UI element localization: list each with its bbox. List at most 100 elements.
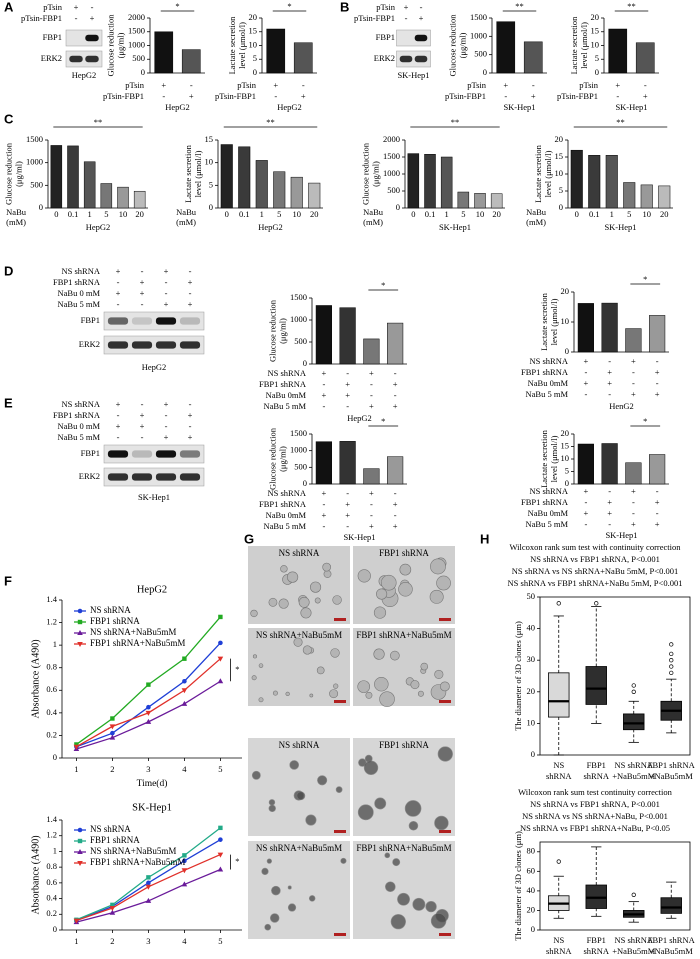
y-tick-label: 20 bbox=[527, 904, 536, 914]
y-tick-label: 20 bbox=[561, 286, 570, 296]
micrograph-label: FBP1 shRNA bbox=[379, 548, 429, 558]
y-tick-label: 0.6 bbox=[46, 877, 57, 887]
chart-title: NS shRNA vs FBP1 shRNA, P<0.001 bbox=[530, 799, 660, 809]
box bbox=[623, 713, 645, 731]
condition-sign: + bbox=[655, 367, 660, 377]
cell-cluster bbox=[280, 565, 288, 573]
cell-cluster bbox=[434, 669, 444, 679]
condition-sign: + bbox=[631, 519, 636, 529]
cell-cluster bbox=[251, 675, 257, 681]
condition-label: NS shRNA bbox=[530, 356, 569, 366]
panel-letter: C bbox=[4, 111, 14, 126]
condition-sign: + bbox=[393, 401, 398, 411]
blot-sign: - bbox=[117, 277, 120, 287]
micrograph-label: NS shRNA bbox=[279, 740, 320, 750]
scale-bar bbox=[439, 700, 451, 703]
chart-title: NS shRNA vs FBP1 shRNA+NaBu 5mM, P<0.001 bbox=[508, 578, 683, 588]
blot-sign: + bbox=[164, 299, 169, 309]
legend-marker bbox=[77, 827, 83, 833]
condition-sign: + bbox=[631, 486, 636, 496]
condition-sign: - bbox=[504, 91, 507, 101]
x-tick-label: 0.1 bbox=[68, 209, 79, 219]
blot-sign: + bbox=[116, 421, 121, 431]
marker bbox=[181, 881, 188, 887]
y-tick-label: 0.2 bbox=[46, 729, 57, 739]
y-axis-label: Lactate secretion bbox=[539, 429, 549, 488]
condition-label: pTsin bbox=[125, 80, 145, 90]
blot-band bbox=[155, 341, 177, 349]
bar bbox=[635, 42, 655, 74]
x-tick-label: FBP1 bbox=[587, 760, 606, 770]
cell-cluster bbox=[278, 598, 289, 609]
legend-label: NS shRNA bbox=[90, 824, 131, 834]
y-axis-label: Lactate secretion bbox=[539, 292, 549, 351]
cell-cluster bbox=[373, 648, 385, 660]
condition-sign: - bbox=[632, 378, 635, 388]
x-tick-label: shRNA bbox=[546, 946, 572, 956]
condition-label: NaBu 5 mM bbox=[264, 521, 307, 531]
x-tick-label: 1 bbox=[445, 209, 449, 219]
significance-label: ** bbox=[627, 1, 636, 11]
marker bbox=[145, 897, 152, 903]
bar bbox=[181, 49, 201, 74]
cell-cluster bbox=[363, 760, 379, 775]
condition-sign: - bbox=[346, 401, 349, 411]
blot-membrane bbox=[396, 29, 431, 47]
micrograph bbox=[248, 546, 350, 624]
bar bbox=[293, 42, 313, 74]
blot-sign: + bbox=[116, 266, 121, 276]
condition-sign: + bbox=[189, 91, 194, 101]
blot-sign: - bbox=[165, 277, 168, 287]
y-tick-label: 30 bbox=[527, 654, 536, 664]
cell-cluster bbox=[261, 867, 269, 875]
condition-sign: + bbox=[369, 368, 374, 378]
condition-label: NaBu 5 mM bbox=[264, 401, 307, 411]
blot-band-label: FBP1 bbox=[81, 315, 100, 325]
blot-sign: - bbox=[117, 299, 120, 309]
box bbox=[660, 897, 682, 914]
legend-marker bbox=[77, 838, 83, 844]
bar bbox=[623, 182, 636, 209]
x-axis-caption: SK-Hep1 bbox=[605, 530, 637, 540]
y-tick-label: 0 bbox=[559, 202, 563, 212]
condition-sign: + bbox=[607, 367, 612, 377]
bar bbox=[649, 315, 666, 353]
flier bbox=[669, 664, 674, 669]
cell-cluster bbox=[272, 690, 278, 696]
cell-cluster bbox=[316, 666, 325, 675]
scale-bar bbox=[334, 933, 346, 936]
bar bbox=[255, 160, 268, 209]
x-tick-label: 2 bbox=[110, 936, 114, 946]
cell-cluster bbox=[314, 597, 321, 604]
condition-sign: + bbox=[393, 379, 398, 389]
blot-condition: pTsin bbox=[43, 2, 63, 12]
condition-label: NaBu 0mM bbox=[528, 508, 569, 518]
chart-title: NS shRNA vs NS shRNA+NaBu, P<0.001 bbox=[522, 811, 668, 821]
cell-cluster bbox=[434, 815, 449, 831]
y-axis-label: (μg/ml) bbox=[278, 318, 288, 344]
blot-band-label: ERK2 bbox=[374, 53, 395, 63]
x-axis-caption: SK-Hep1 bbox=[604, 222, 636, 232]
condition-sign: + bbox=[301, 91, 306, 101]
legend-label: FBP1 shRNA+NaBu5mM bbox=[90, 638, 185, 648]
y-tick-label: 500 bbox=[30, 179, 43, 189]
blot-sign: + bbox=[116, 399, 121, 409]
y-tick-label: 1500 bbox=[290, 428, 307, 438]
flier bbox=[669, 670, 674, 675]
blot-caption: HepG2 bbox=[72, 70, 97, 80]
blot-sign: + bbox=[140, 288, 145, 298]
cell-cluster bbox=[268, 804, 276, 813]
scale-bar bbox=[439, 618, 451, 621]
y-tick-label: 20 bbox=[527, 686, 536, 696]
condition-sign: - bbox=[616, 91, 619, 101]
blot-sign: - bbox=[165, 421, 168, 431]
x-tick-label: 0.1 bbox=[239, 209, 250, 219]
blot-sign: - bbox=[420, 2, 423, 12]
y-tick-label: 0 bbox=[531, 749, 535, 759]
x-tick-label: 10 bbox=[293, 209, 302, 219]
chart-title: Wilcoxon rank sum test continuity correc… bbox=[518, 787, 673, 797]
x-tick-label: 1 bbox=[260, 209, 264, 219]
chart-title: NS shRNA vs FBP1 shRNA, P<0.001 bbox=[530, 554, 660, 564]
blot-band bbox=[107, 317, 129, 325]
category-axis-label: (mM) bbox=[363, 217, 383, 227]
